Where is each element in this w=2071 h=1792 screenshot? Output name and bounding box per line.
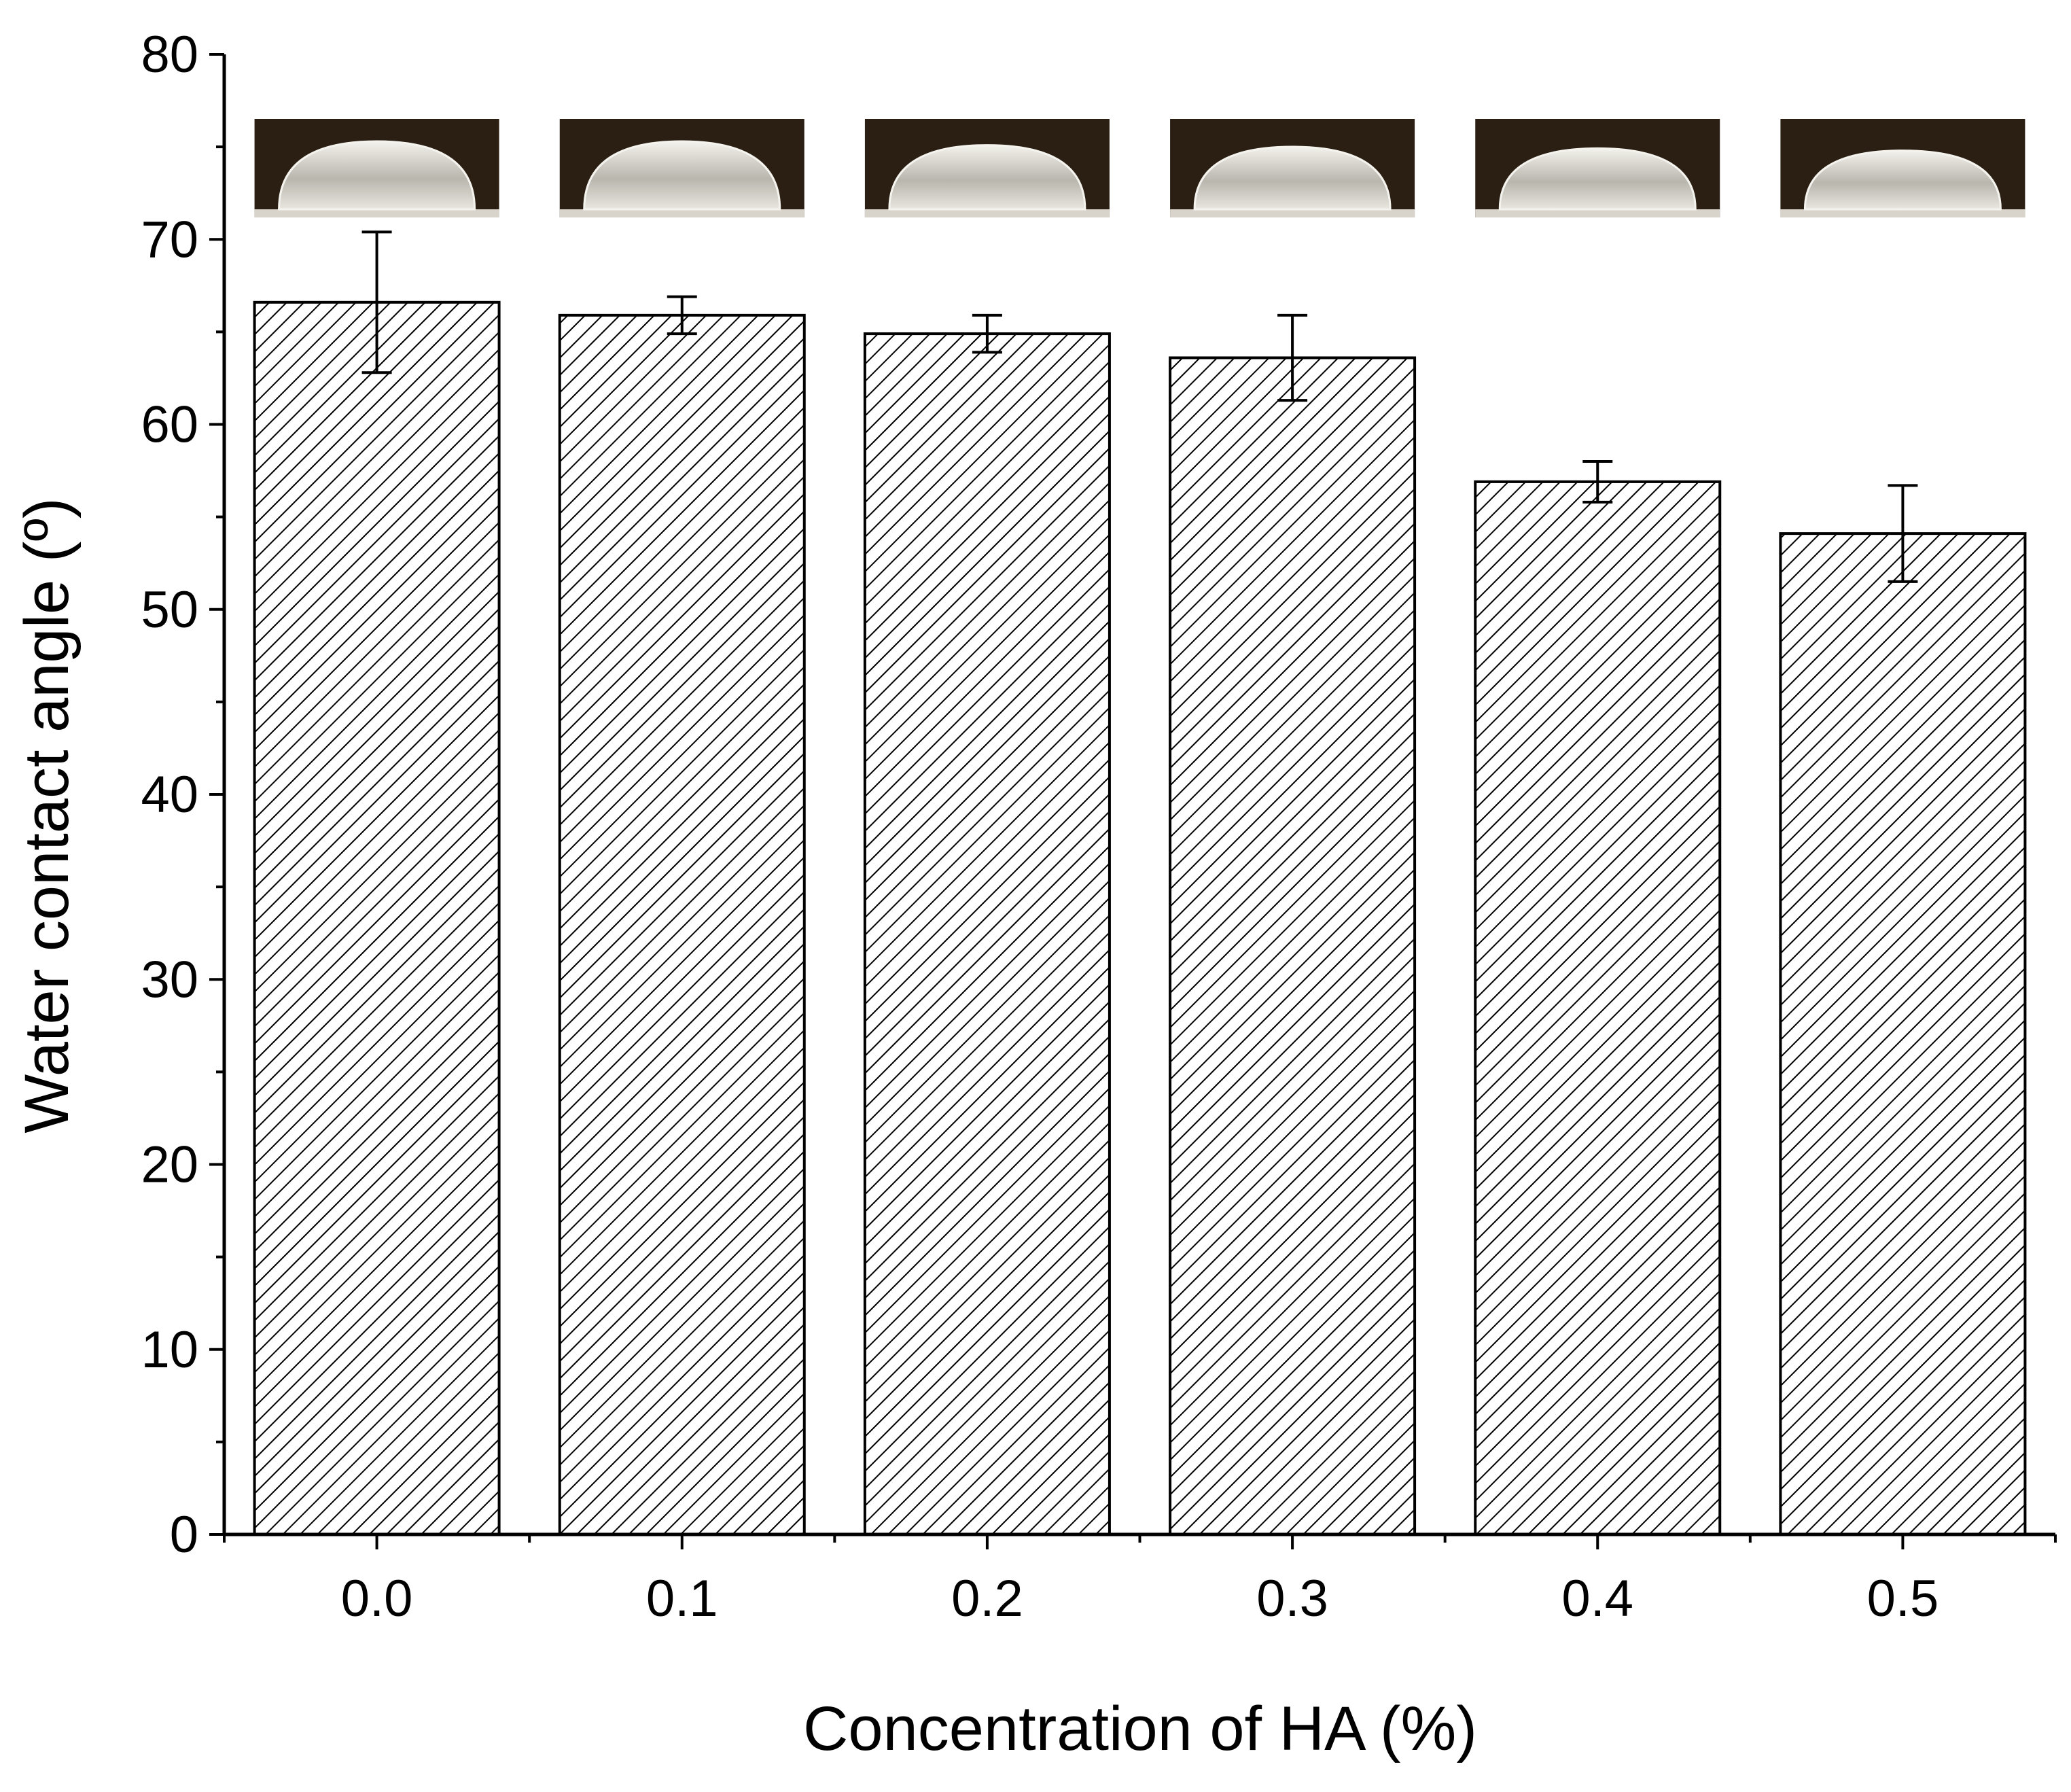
- y-tick-label-40: 40: [141, 766, 198, 824]
- y-axis-title: Water contact angle (º): [12, 497, 82, 1133]
- x-tick-label-0.2: 0.2: [951, 1570, 1023, 1628]
- bar-0.5: [1780, 533, 2025, 1534]
- x-tick-label-0.4: 0.4: [1561, 1570, 1633, 1628]
- y-tick-label-50: 50: [141, 581, 198, 639]
- droplet-0.1-image: [560, 119, 804, 217]
- y-tick-label-70: 70: [141, 211, 198, 268]
- bar-0.4: [1475, 482, 1720, 1534]
- droplet-0.2-image: [865, 119, 1110, 217]
- droplet-0.0-image: [255, 119, 499, 217]
- bar-0.2: [865, 334, 1110, 1534]
- droplet-0.3-image: [1170, 119, 1415, 217]
- y-tick-label-30: 30: [141, 951, 198, 1008]
- x-tick-label-0.3: 0.3: [1256, 1570, 1328, 1628]
- y-tick-label-60: 60: [141, 396, 198, 454]
- bar-0.0: [255, 302, 499, 1534]
- x-tick-label-0.5: 0.5: [1867, 1570, 1939, 1628]
- droplet-0.4-image: [1475, 119, 1720, 217]
- plot-area: [255, 119, 2025, 1534]
- x-tick-label-0.1: 0.1: [646, 1570, 718, 1628]
- bar-0.3: [1170, 357, 1415, 1534]
- y-tick-label-10: 10: [141, 1321, 198, 1379]
- y-tick-label-0: 0: [170, 1506, 198, 1564]
- x-tick-label-0.0: 0.0: [341, 1570, 413, 1628]
- y-tick-label-80: 80: [141, 26, 198, 84]
- bar-0.1: [560, 315, 804, 1534]
- x-axis-title: Concentration of HA (%): [803, 1694, 1477, 1763]
- y-tick-label-20: 20: [141, 1136, 198, 1194]
- droplet-0.5-image: [1780, 119, 2025, 217]
